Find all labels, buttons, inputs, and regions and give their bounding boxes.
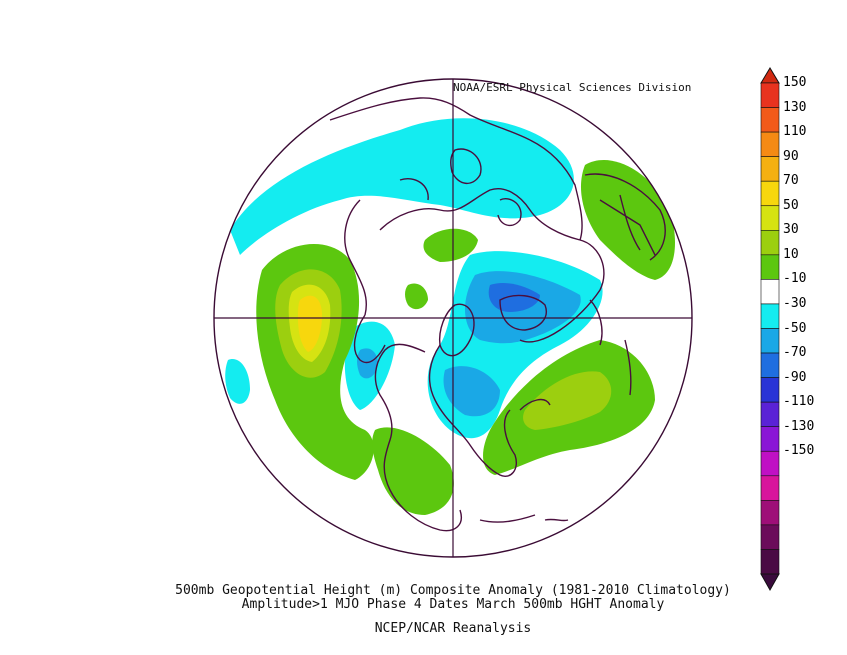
colorbar-max-arrow bbox=[760, 67, 780, 84]
map-title: 500mb Geopotential Height (m) Composite … bbox=[175, 583, 731, 598]
colorbar-tick-label: 50 bbox=[783, 197, 799, 213]
anomaly-region-positive-pacific-70 bbox=[298, 295, 322, 352]
colorbar-swatch bbox=[760, 156, 780, 182]
colorbar-swatch bbox=[760, 450, 780, 477]
colorbar-swatch bbox=[760, 180, 780, 207]
colorbar-min-arrow bbox=[760, 573, 780, 592]
colorbar-swatch bbox=[760, 475, 780, 501]
colorbar-swatch bbox=[760, 500, 780, 526]
anomaly-region-positive-greenland bbox=[423, 228, 478, 262]
anomaly-field bbox=[225, 97, 675, 532]
colorbar-tick-label: 70 bbox=[783, 173, 799, 189]
colorbar-tick-label: -110 bbox=[783, 394, 815, 410]
colorbar-tick-label: -90 bbox=[783, 369, 807, 385]
graticule bbox=[214, 79, 692, 557]
colorbar-swatch bbox=[760, 401, 780, 427]
colorbar-tick-label: -10 bbox=[783, 271, 807, 287]
anomaly-region-negative-arctic-deep bbox=[488, 283, 540, 312]
colorbar-swatch bbox=[760, 377, 780, 403]
anomaly-region-negative-canada bbox=[443, 366, 500, 417]
colorbar-swatch bbox=[760, 524, 780, 550]
anomaly-region-positive-atlantic-30 bbox=[523, 371, 612, 430]
colorbar-tick-label: 90 bbox=[783, 148, 799, 164]
colorbar-swatch bbox=[760, 549, 780, 575]
colorbar-tick-label: 30 bbox=[783, 222, 799, 238]
colorbar-swatch bbox=[760, 131, 780, 157]
colorbar-swatch bbox=[760, 279, 780, 305]
colorbar-tick-label: -70 bbox=[783, 345, 807, 361]
map-frame bbox=[213, 78, 693, 558]
colorbar-swatch bbox=[760, 205, 780, 231]
anomaly-region-positive-russia bbox=[580, 160, 675, 280]
map-subtitle: Amplitude>1 MJO Phase 4 Dates March 500m… bbox=[241, 597, 665, 612]
data-source-label: NCEP/NCAR Reanalysis bbox=[374, 621, 532, 636]
colorbar-tick-label: 10 bbox=[783, 246, 799, 262]
colorbar-graphic bbox=[760, 67, 780, 592]
colorbar-tick-label: -130 bbox=[783, 418, 815, 434]
colorbar-tick-label: -150 bbox=[783, 443, 815, 459]
colorbar-swatch bbox=[760, 328, 780, 354]
colorbar-legend: 150 130 110 90 70 50 30 10 -10 -30 -50 -70 -90 -110 -1… bbox=[760, 67, 840, 592]
colorbar-tick-label: -50 bbox=[783, 320, 807, 336]
anomaly-region-negative-pacific-west bbox=[225, 359, 250, 404]
colorbar-swatch bbox=[760, 254, 780, 280]
colorbar-tick-label: 130 bbox=[783, 99, 807, 115]
anomaly-region-negative-alaska-core bbox=[357, 348, 378, 379]
colorbar-swatch bbox=[760, 426, 780, 452]
colorbar-swatch bbox=[760, 303, 780, 329]
colorbar-tick-label: 110 bbox=[783, 124, 807, 140]
colorbar-swatch bbox=[760, 107, 780, 133]
colorbar-swatch bbox=[760, 230, 780, 256]
anomaly-region-positive-mexico bbox=[372, 427, 454, 515]
credit-label: NOAA/ESRL Physical Sciences Division bbox=[453, 81, 692, 94]
anomaly-region-positive-hudson bbox=[405, 283, 428, 310]
colorbar-swatch bbox=[760, 352, 780, 378]
colorbar-tick-label: -30 bbox=[783, 296, 807, 311]
anomaly-region-negative-siberia bbox=[230, 118, 574, 255]
colorbar-swatch bbox=[760, 82, 780, 108]
colorbar-tick-label: 150 bbox=[783, 75, 807, 90]
